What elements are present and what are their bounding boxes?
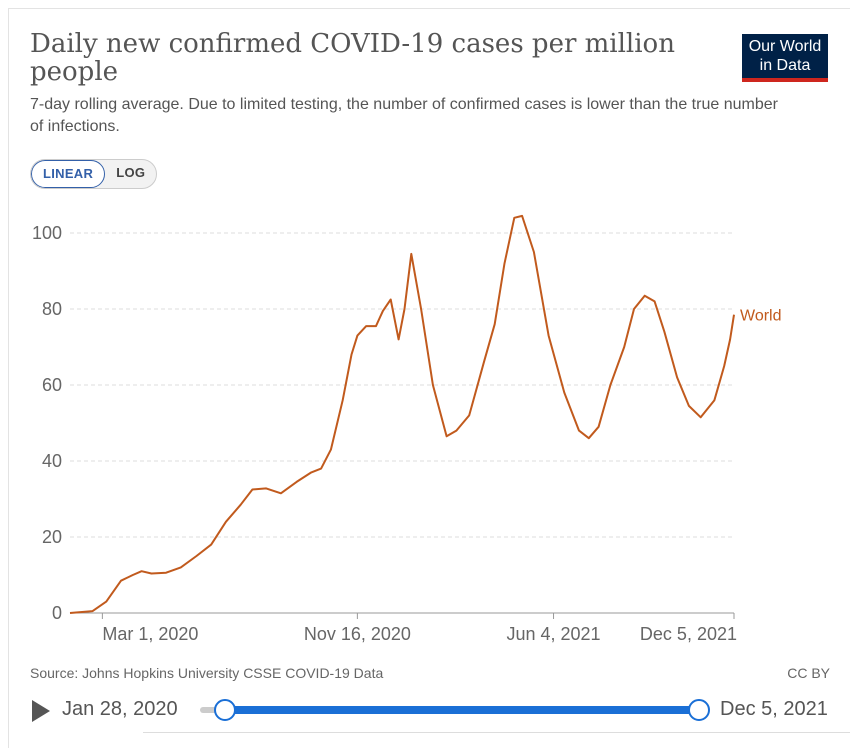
axes: 0 20 40 60 80 100 Mar 1, 2020 Nov 16, 2020 Jun 4…: [32, 223, 737, 644]
x-tick-label: Dec 5, 2021: [640, 624, 737, 644]
x-tick-label: Jun 4, 2021: [506, 624, 600, 644]
y-tick-label: 20: [42, 527, 62, 547]
y-tick-label: 40: [42, 451, 62, 471]
y-tick-label: 80: [42, 299, 62, 319]
timeline-start-handle[interactable]: [214, 699, 236, 721]
logo-line-2: in Data: [759, 57, 811, 74]
logo-line-1: Our World: [748, 38, 822, 55]
line-chart: 0 20 40 60 80 100 Mar 1, 2020 Nov 16, 2020 Jun 4…: [32, 214, 782, 644]
y-tick-label: 60: [42, 375, 62, 395]
series-line-world: [69, 214, 735, 614]
x-tick-label: Nov 16, 2020: [304, 624, 411, 644]
log-scale-button[interactable]: LOG: [116, 165, 146, 180]
chart-card: [8, 8, 850, 748]
y-tick-label: 100: [32, 223, 62, 243]
timeline-selected-range[interactable]: [224, 706, 699, 714]
y-tick-label: 0: [52, 603, 62, 623]
chart-title: Daily new confirmed COVID-19 cases per m…: [30, 29, 675, 87]
timeline-end-handle[interactable]: [688, 699, 710, 721]
play-icon[interactable]: [32, 700, 50, 722]
scale-toggle: LINEAR LOG: [30, 159, 158, 189]
owid-logo[interactable]: Our World in Data: [742, 34, 828, 82]
series-label-world: World: [740, 308, 782, 325]
timeline-start-date: Jan 28, 2020: [62, 698, 178, 720]
timeline: Jan 28, 2020 Dec 5, 2021: [0, 690, 850, 730]
bottom-tab-bar: [143, 732, 850, 741]
x-tick-label: Mar 1, 2020: [102, 624, 198, 644]
grid-lines: [70, 232, 734, 538]
series-layer: World: [69, 214, 782, 614]
chart-subtitle: 7-day rolling average. Due to limited te…: [30, 96, 778, 135]
timeline-end-date: Dec 5, 2021: [720, 698, 828, 720]
license-link[interactable]: CC BY: [787, 665, 830, 681]
linear-scale-button[interactable]: LINEAR: [31, 160, 106, 188]
source-note: Source: Johns Hopkins University CSSE CO…: [30, 665, 384, 681]
